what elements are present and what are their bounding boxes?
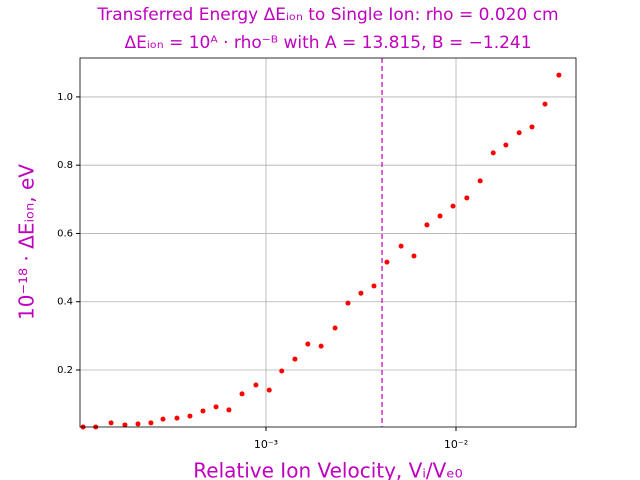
x-axis-label: Relative Ion Velocity, Vᵢ/Vₑ₀	[193, 459, 462, 480]
point	[516, 130, 522, 136]
point	[437, 213, 443, 219]
point	[477, 178, 483, 184]
point	[239, 391, 245, 397]
y-tick-label: 1.0	[57, 92, 73, 103]
point	[253, 382, 259, 388]
point	[187, 413, 193, 419]
point	[318, 343, 324, 349]
y-axis-label: 10⁻¹⁸ · ΔEᵢₒₙ, eV	[15, 164, 39, 320]
point	[160, 416, 166, 422]
y-tick-label: 0.2	[57, 365, 73, 376]
point	[108, 420, 114, 426]
point	[135, 421, 141, 427]
point	[213, 404, 219, 410]
point	[529, 124, 535, 130]
point	[371, 283, 377, 289]
point	[122, 422, 128, 428]
point	[398, 243, 404, 249]
chart-subtitle: ΔEᵢₒₙ = 10ᴬ · rho⁻ᴮ with A = 13.815, B =…	[124, 33, 531, 53]
point	[411, 253, 417, 259]
point	[490, 150, 496, 156]
x-tick-label: 10⁻²	[444, 438, 468, 451]
point	[345, 300, 351, 306]
point	[279, 368, 285, 374]
point	[292, 356, 298, 362]
x-tick-label: 10⁻³	[254, 438, 278, 451]
point	[450, 203, 456, 209]
point	[266, 387, 272, 393]
point	[226, 407, 232, 413]
point	[200, 408, 206, 414]
point	[556, 72, 562, 78]
point	[424, 222, 430, 228]
plot-frame	[79, 57, 577, 428]
point	[148, 420, 154, 426]
point	[542, 101, 548, 107]
y-tick-label: 0.6	[57, 228, 73, 239]
point	[384, 259, 390, 265]
chart-title: Transferred Energy ΔEᵢₒₙ to Single Ion: …	[96, 5, 558, 25]
point	[332, 325, 338, 331]
y-tick-label: 0.4	[57, 297, 73, 308]
point	[503, 142, 509, 148]
point	[358, 290, 364, 296]
point	[305, 341, 311, 347]
point	[174, 415, 180, 421]
y-tick-label: 0.8	[57, 160, 73, 171]
point	[464, 195, 470, 201]
